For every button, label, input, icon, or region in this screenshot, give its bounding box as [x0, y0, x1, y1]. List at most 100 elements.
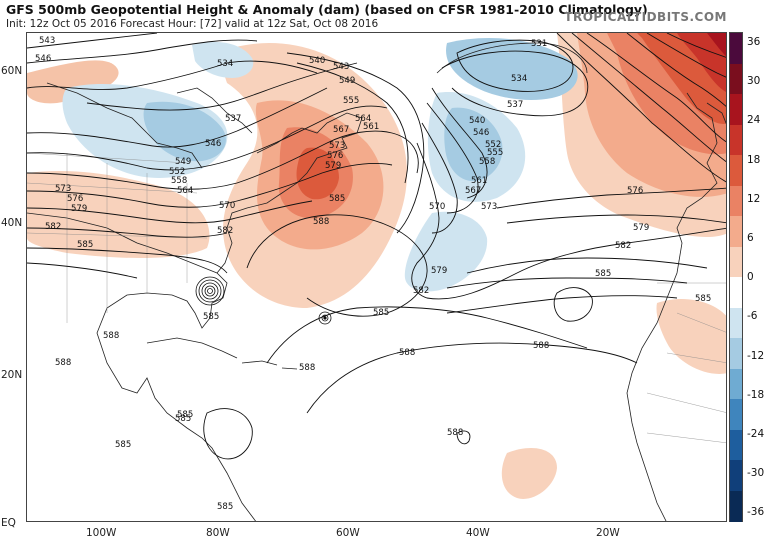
colorbar-segment — [730, 399, 742, 430]
lat-label-20n: 20N — [1, 369, 23, 381]
colorbar-segment — [730, 94, 742, 125]
contour-label: 534 — [511, 74, 527, 84]
contour-label: 543 — [39, 36, 55, 46]
contour-label: 582 — [413, 286, 429, 296]
colorbar-segment — [730, 155, 742, 186]
contour-label: 546 — [205, 139, 221, 149]
contour-label: 561 — [363, 122, 379, 132]
map-subtitle: Init: 12z Oct 05 2016 Forecast Hour: [72… — [6, 18, 379, 30]
contour-label: 543 — [333, 62, 349, 72]
contour-label: 576 — [627, 186, 643, 196]
colorbar-label: 0 — [747, 271, 754, 284]
lat-label-40n: 40N — [1, 217, 23, 229]
colorbar-label: -6 — [747, 310, 758, 323]
colorbar-label: 36 — [747, 36, 761, 48]
colorbar-segment — [730, 63, 742, 95]
lon-label-40w: 40W — [466, 527, 490, 539]
contour-label: 540 — [309, 56, 325, 66]
contour-label: 588 — [313, 217, 329, 227]
lon-label-100w: 100W — [86, 527, 117, 539]
lat-label-60n: 60N — [1, 65, 23, 77]
colorbar-segment — [730, 429, 742, 461]
contour-label: 537 — [225, 114, 241, 124]
contour-label: 546 — [473, 128, 489, 138]
site-credit: TROPICALTIDBITS.COM — [564, 10, 727, 24]
contour-label: 573 — [329, 141, 345, 151]
colorbar-segment — [730, 185, 742, 217]
colorbar-segment — [730, 33, 742, 64]
weather-map: 543 546 534 537 546 549 552 558 564 570 … — [26, 32, 727, 522]
contour-label: 555 — [343, 96, 359, 106]
contour-label: 585 — [373, 308, 389, 318]
contour-label: 585 — [77, 240, 93, 250]
contour-labels: 543 546 534 537 546 549 552 558 564 570 … — [35, 36, 711, 512]
anomaly-shading — [27, 33, 726, 499]
contour-label: 573 — [55, 184, 71, 194]
colorbar-label: -36 — [747, 506, 765, 519]
contour-label: 531 — [531, 39, 547, 49]
contour-label: 561 — [471, 176, 487, 186]
map-canvas: 543 546 534 537 546 549 552 558 564 570 … — [27, 33, 726, 521]
contour-label: 549 — [339, 76, 355, 86]
contour-label: 549 — [175, 157, 191, 167]
contour-label: 585 — [203, 312, 219, 322]
contour-label: 564 — [355, 114, 371, 124]
colorbar-segment — [730, 246, 742, 278]
lon-label-80w: 80W — [206, 527, 230, 539]
colorbar-segment — [730, 307, 742, 339]
colorbar-segment — [730, 490, 742, 522]
contour-label: 567 — [465, 186, 481, 196]
colorbar-segment — [730, 368, 742, 400]
contour-label: 534 — [217, 59, 233, 69]
contour-label: 552 — [485, 140, 501, 150]
contour-label: 585 — [175, 414, 191, 424]
contour-label: 546 — [35, 54, 51, 64]
contour-label: 582 — [45, 222, 61, 232]
contour-label: 588 — [55, 358, 71, 368]
contour-label: 588 — [533, 341, 549, 351]
contour-label: 588 — [447, 428, 463, 438]
map-title: GFS 500mb Geopotential Height & Anomaly … — [6, 2, 648, 17]
contour-label: 579 — [431, 266, 447, 276]
contour-label: 537 — [507, 100, 523, 110]
contour-label: 558 — [171, 176, 187, 186]
colorbar-label: -18 — [747, 388, 765, 401]
contour-label: 585 — [217, 502, 233, 512]
contour-label: 588 — [103, 331, 119, 341]
colorbar-segment — [730, 277, 742, 308]
colorbar-label: 12 — [747, 192, 761, 205]
hurricane-symbol — [195, 276, 332, 325]
contour-label: 585 — [595, 269, 611, 279]
contour-label: 579 — [71, 204, 87, 214]
contour-label: 582 — [615, 241, 631, 251]
contour-label: 570 — [429, 202, 445, 212]
contour-label: 585 — [329, 194, 345, 204]
contour-label: 588 — [399, 348, 415, 358]
lon-label-60w: 60W — [336, 527, 360, 539]
colorbar-segment — [730, 124, 742, 156]
contour-label: 588 — [299, 363, 315, 373]
colorbar-label: 6 — [747, 232, 754, 244]
contour-label: 576 — [67, 194, 83, 204]
colorbar-label: 24 — [747, 114, 761, 127]
colorbar-label: 18 — [747, 153, 761, 166]
contour-label: 579 — [325, 161, 341, 171]
height-contours — [27, 33, 726, 460]
colorbar-segment — [730, 460, 742, 491]
colorbar-segment — [730, 216, 742, 247]
contour-label: 570 — [219, 201, 235, 211]
contour-label: 585 — [115, 440, 131, 450]
contour-label: 573 — [481, 202, 497, 212]
contour-label: 585 — [695, 294, 711, 304]
colorbar-label: -12 — [747, 349, 765, 362]
colorbar-label: -24 — [747, 428, 765, 440]
lat-label-eq: EQ — [1, 517, 16, 529]
contour-label: 567 — [333, 125, 349, 135]
contour-label: 582 — [217, 226, 233, 236]
anomaly-colorbar — [729, 32, 743, 522]
contour-label: 558 — [479, 157, 495, 167]
contour-label: 585 — [177, 410, 193, 420]
contour-label: 552 — [169, 167, 185, 177]
contour-label: 555 — [487, 148, 503, 158]
contour-label: 576 — [327, 151, 343, 161]
